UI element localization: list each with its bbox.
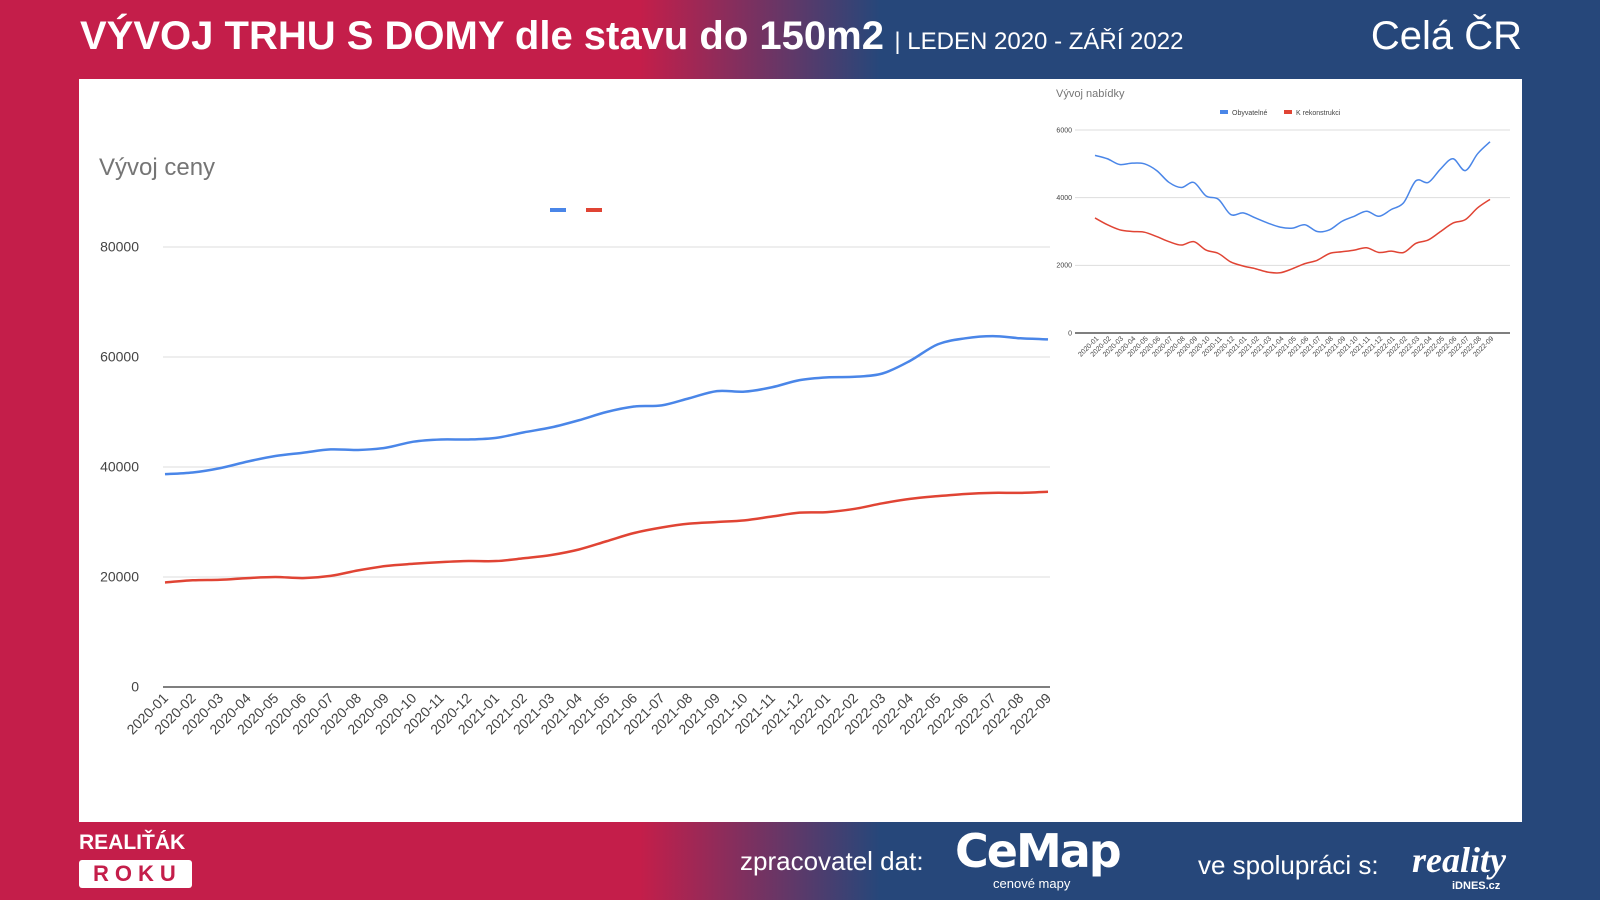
y-tick-label: 0 [131,679,139,695]
date-range: | LEDEN 2020 - ZÁŘÍ 2022 [894,28,1184,55]
legend-swatch [550,208,566,212]
header: VÝVOJ TRHU S DOMY dle stavu do 150m2 | L… [80,14,1522,58]
page-title: VÝVOJ TRHU S DOMY dle stavu do 150m2 [80,14,884,58]
y-tick-label: 40000 [100,459,139,475]
reality-logo: reality [1412,840,1506,880]
brand-roku: ROKU [79,860,192,889]
series-line-0 [1094,141,1491,233]
y-tick-label: 20000 [100,569,139,585]
y-tick-label: 0 [1068,330,1072,337]
y-tick-label: 80000 [100,239,139,255]
legend-label: Obyvatelné [1232,110,1268,117]
chart-title: Vývoj ceny [99,154,215,181]
header-title-block: VÝVOJ TRHU S DOMY dle stavu do 150m2 | L… [80,14,1183,58]
region-label: Celá ČR [1370,14,1522,58]
processor-label: zpracovatel dat: [740,846,924,876]
y-tick-label: 60000 [100,349,139,365]
series-line-1 [164,490,1049,584]
cemap-subtitle: cenové mapy [993,876,1071,891]
y-tick-label: 4000 [1056,195,1072,202]
legend-swatch [586,208,602,212]
idnes-logo-sub: iDNES.cz [1452,880,1501,892]
legend-swatch [1284,110,1292,114]
series-line-1 [1094,198,1491,274]
legend-swatch [1220,110,1228,114]
partner-label: ve spolupráci s: [1198,850,1379,880]
y-tick-label: 6000 [1056,127,1072,134]
legend-label: K rekonstrukci [1296,110,1341,117]
chart-title: Vývoj nabídky [1056,88,1125,100]
y-tick-label: 2000 [1056,263,1072,270]
cemap-logo: CeMap [955,824,1122,878]
brand-realitak: REALIŤÁK [79,831,186,854]
